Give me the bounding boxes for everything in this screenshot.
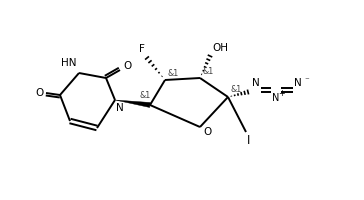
Text: N: N [252,78,260,88]
Text: +: + [278,88,284,98]
Text: &1: &1 [202,68,214,76]
Text: I: I [247,134,251,148]
Text: &1: &1 [139,92,151,100]
Text: O: O [204,127,212,137]
Text: &1: &1 [167,70,179,78]
Text: N: N [294,78,302,88]
Text: &1: &1 [230,84,242,94]
Text: N: N [272,93,280,103]
Text: N: N [116,103,124,113]
Text: F: F [139,44,145,54]
Text: OH: OH [212,43,228,53]
Text: ⁻: ⁻ [305,76,309,86]
Text: O: O [124,61,132,71]
Text: HN: HN [61,58,77,68]
Polygon shape [115,100,150,107]
Text: O: O [36,88,44,98]
